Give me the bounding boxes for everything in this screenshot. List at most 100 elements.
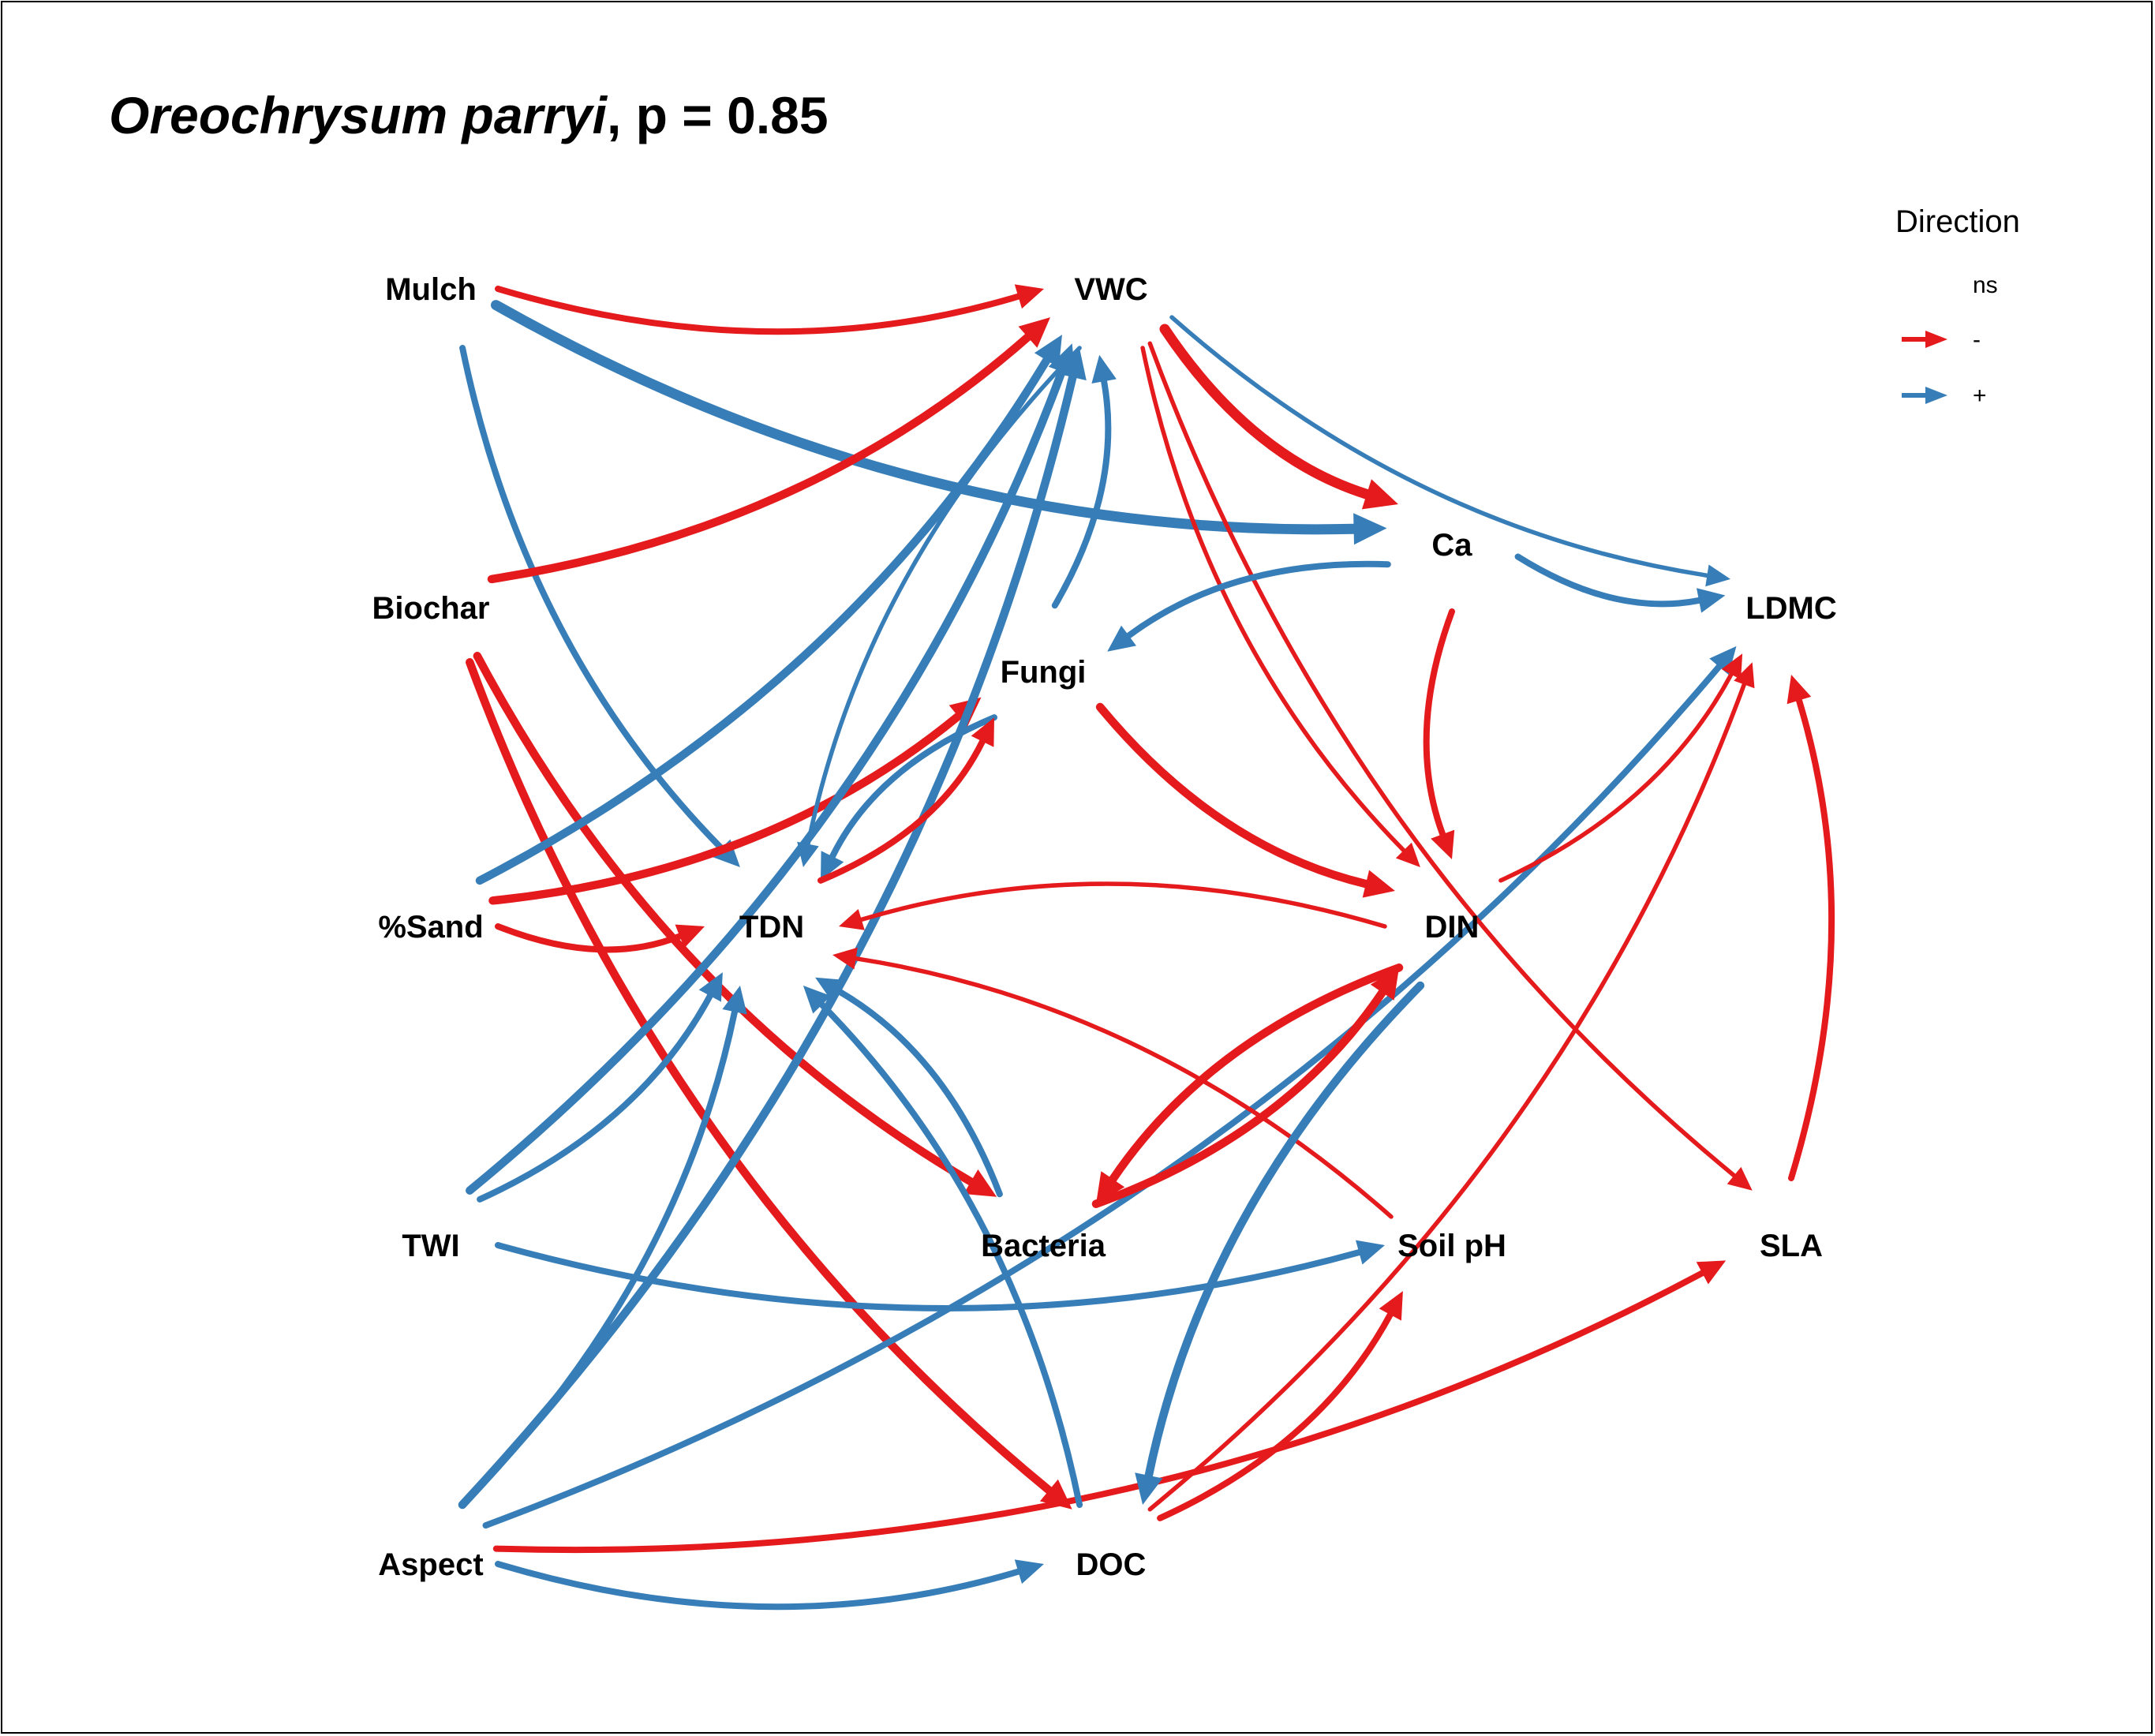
edge-line — [829, 714, 997, 860]
edge-arrowhead — [712, 839, 740, 867]
node-fungi: Fungi — [1001, 655, 1087, 690]
edge-line — [473, 652, 975, 1186]
edge-line — [487, 332, 1032, 584]
edge-arrowhead — [1786, 675, 1812, 705]
edge-vwc-to-din — [1140, 346, 1420, 867]
edge-line — [1157, 1311, 1394, 1521]
edge-arrowhead — [1721, 653, 1743, 680]
edge-arrowhead — [1705, 564, 1730, 587]
edge-arrowhead — [821, 851, 844, 881]
edge-arrowhead — [722, 986, 747, 1015]
edge-ca-to-ldmc — [1514, 553, 1726, 613]
node-ca: Ca — [1431, 528, 1472, 563]
legend-item-positive-label: + — [1973, 383, 1987, 409]
edge-aspect-to-sla — [492, 1260, 1727, 1554]
node-ldmc: LDMC — [1745, 591, 1837, 626]
edge-line — [806, 346, 1082, 847]
edge-line — [1095, 702, 1371, 889]
edge-arrowhead — [815, 977, 845, 1002]
edge-arrowhead — [1356, 1240, 1385, 1265]
edge-arrowhead — [1395, 842, 1420, 867]
edge-ca-to-din — [1423, 608, 1455, 859]
edge-arrowhead — [1361, 479, 1398, 510]
edge-fungi-to-tdn — [821, 714, 997, 881]
edge-line — [817, 738, 986, 884]
edge-line — [491, 300, 1360, 535]
edge-vwc-to-ca — [1159, 324, 1398, 510]
edge-sla-to-ldmc — [1786, 675, 1835, 1181]
node-mulch: Mulch — [385, 272, 477, 307]
edge-line — [1423, 608, 1455, 838]
edge-aspect-to-doc — [495, 1559, 1044, 1611]
node-din: DIN — [1425, 910, 1480, 945]
edge-line — [475, 356, 1051, 885]
edge-arrowhead — [971, 717, 994, 747]
title-species: Oreochrysum parryi — [109, 86, 607, 144]
edge-line — [495, 923, 683, 953]
node-bacteria: Bacteria — [981, 1229, 1106, 1263]
edge-arrowhead — [797, 841, 819, 867]
edge-arrowhead — [839, 909, 865, 930]
edge-arrowhead — [1096, 1171, 1125, 1204]
node-sand: %Sand — [378, 910, 483, 945]
node-doc: DOC — [1076, 1547, 1147, 1582]
edge-line — [495, 286, 1022, 335]
edge-line — [853, 956, 1394, 1219]
edge-arrowhead — [1014, 1559, 1044, 1584]
edge-line — [459, 345, 725, 851]
edge-din-to-doc — [1135, 981, 1425, 1505]
edge-line — [1159, 324, 1372, 499]
edge-line — [1498, 672, 1734, 883]
legend-negative-arrow — [1925, 331, 1947, 348]
edge-line — [818, 1001, 1083, 1508]
edge-line — [459, 1008, 738, 1508]
edge-line — [835, 987, 1003, 1198]
edge-line — [1140, 346, 1406, 853]
edge-ca-to-fungi — [1107, 560, 1391, 652]
edge-arrowhead — [1014, 284, 1044, 309]
edge-din-to-ldmc — [1498, 653, 1743, 883]
edge-line — [492, 1270, 1706, 1554]
edge-arrowhead — [963, 1169, 997, 1197]
edge-line — [1147, 341, 1737, 1178]
edge-line — [495, 1242, 1363, 1311]
edge-line — [1051, 378, 1112, 609]
edge-aspect-to-vwc — [458, 348, 1087, 1510]
edge-line — [1169, 315, 1710, 578]
edge-arrowhead — [675, 924, 705, 948]
edge-bacteria-to-din — [1091, 967, 1399, 1208]
edge-line — [1514, 553, 1702, 608]
edge-line — [1147, 682, 1747, 1512]
edge-mulch-to-vwc — [495, 284, 1044, 335]
edge-mulch-to-tdn — [459, 345, 740, 867]
edge-arrowhead — [1034, 335, 1062, 368]
edge-arrowhead — [1058, 348, 1087, 381]
edge-soilph-to-tdn — [832, 947, 1394, 1219]
edge-fungi-to-din — [1095, 702, 1395, 898]
edge-arrowhead — [1107, 625, 1136, 652]
edge-din-to-tdn — [839, 881, 1387, 930]
edge-aspect-to-ldmc — [482, 645, 1737, 1529]
edge-tdn-to-fungi — [817, 717, 994, 884]
edge-line — [1788, 697, 1835, 1181]
edge-din-to-bacteria — [1096, 963, 1404, 1204]
edge-line — [466, 367, 1066, 1195]
title-p-value: , p = 0.85 — [606, 86, 829, 144]
edge-sand-to-vwc — [475, 335, 1062, 885]
edge-line — [477, 993, 713, 1203]
edge-fungi-to-vwc — [1051, 354, 1117, 609]
edge-vwc-to-sla — [1147, 341, 1753, 1191]
edge-arrowhead — [803, 986, 832, 1014]
edge-arrowhead — [1379, 1291, 1403, 1321]
edge-arrowhead — [698, 972, 723, 1002]
edge-biochar-to-vwc — [487, 317, 1050, 584]
legend-item-ns-label: ns — [1973, 272, 1998, 298]
edge-line — [1109, 963, 1404, 1184]
node-twi: TWI — [402, 1229, 459, 1263]
edge-arrowhead — [1018, 317, 1050, 348]
node-soilph: Soil pH — [1397, 1229, 1506, 1263]
edge-doc-to-tdn — [803, 986, 1083, 1508]
edge-arrowhead — [1696, 1260, 1727, 1285]
nodes-layer: Mulch VWC Biochar Ca LDMC Fungi %Sand TDN DIN TWI… — [372, 272, 1837, 1582]
